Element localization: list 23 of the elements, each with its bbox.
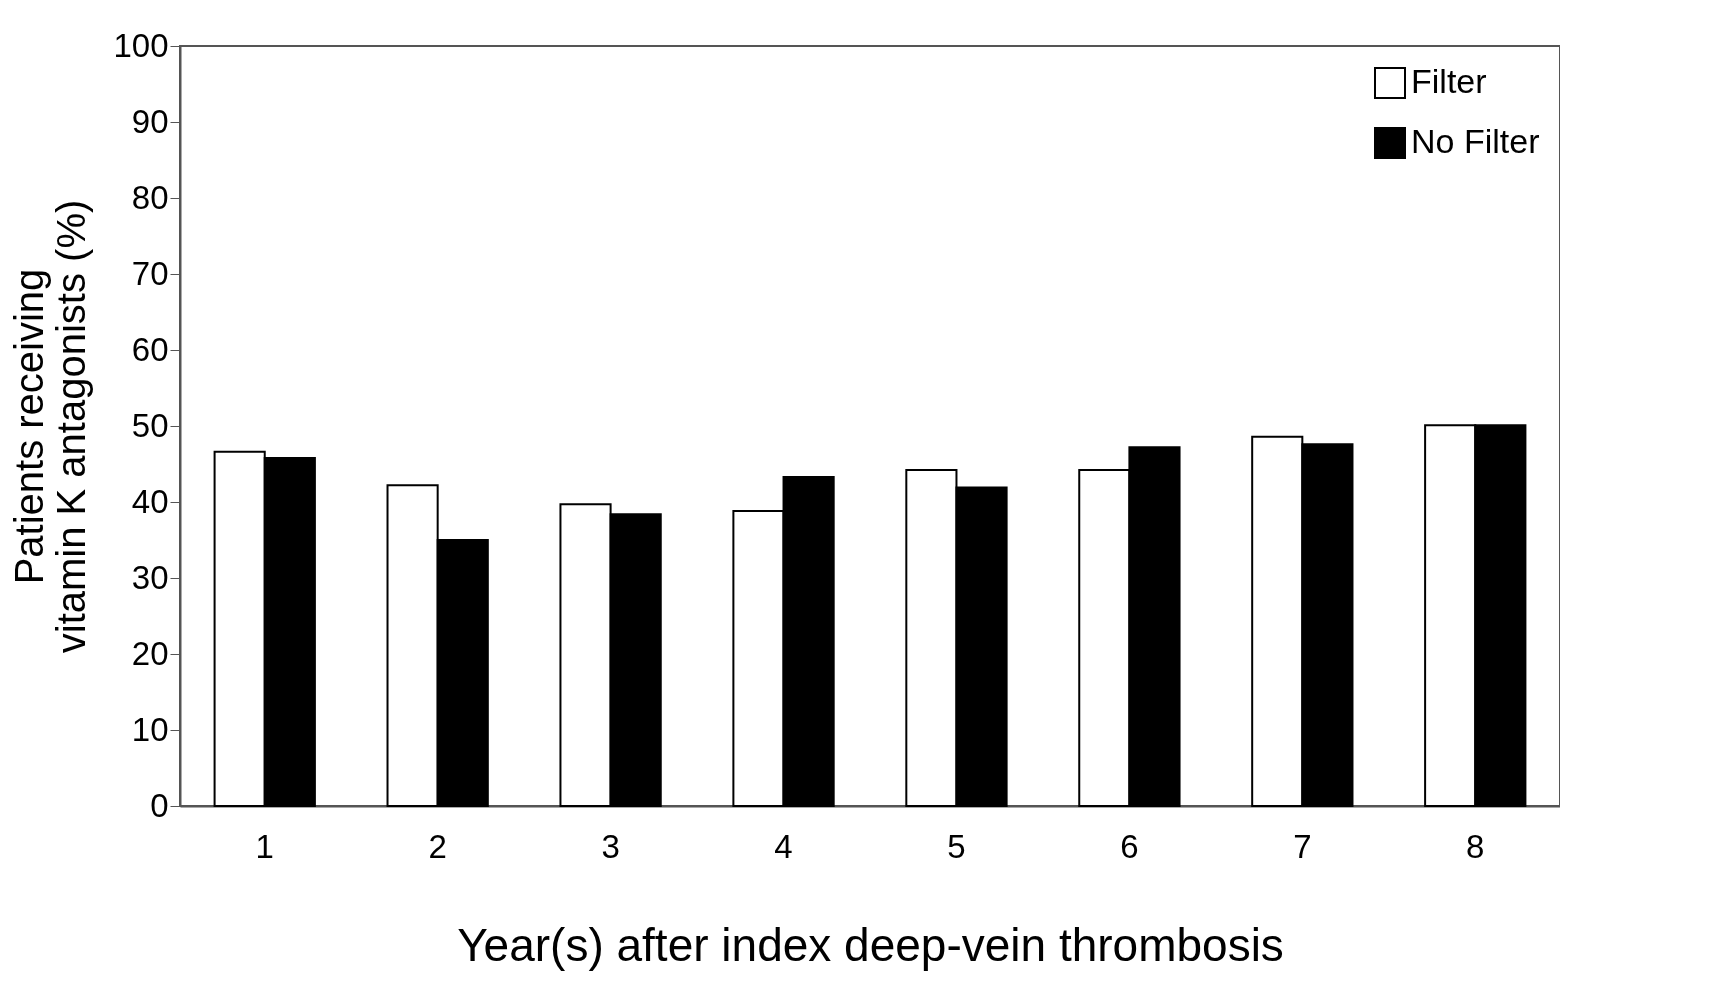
y-tick-label: 20 — [131, 634, 169, 672]
y-tick-label: 40 — [131, 482, 169, 520]
x-tick-label: 5 — [947, 827, 966, 865]
x-axis-title: Year(s) after index deep-vein thrombosis — [457, 918, 1284, 971]
y-axis-title: Patients receiving vitamin K antagonists (%) — [7, 199, 94, 654]
y-tick-label: 90 — [131, 102, 169, 140]
x-tick-label: 2 — [428, 827, 447, 865]
y-tick-label: 10 — [131, 710, 169, 748]
x-tick-label: 3 — [601, 827, 620, 865]
y-tick-label: 80 — [131, 178, 169, 216]
legend-label: Filter — [1411, 62, 1487, 100]
y-tick-label: 50 — [131, 406, 169, 444]
y-tick-label: 30 — [131, 558, 169, 596]
y-tick-label: 0 — [150, 786, 169, 824]
x-tick-label: 7 — [1293, 827, 1312, 865]
y-tick-label: 60 — [131, 330, 169, 368]
x-tick-label: 4 — [774, 827, 793, 865]
y-tick-label: 70 — [131, 254, 169, 292]
x-tick-label: 8 — [1466, 827, 1485, 865]
legend-label: No Filter — [1411, 122, 1540, 160]
y-tick-label: 100 — [113, 26, 169, 64]
x-tick-label: 1 — [255, 827, 274, 865]
x-tick-label: 6 — [1120, 827, 1139, 865]
